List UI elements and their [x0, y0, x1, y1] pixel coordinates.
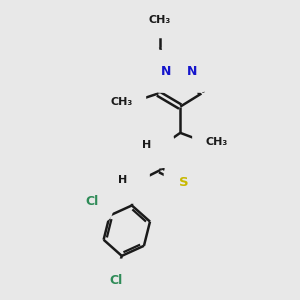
Text: N: N	[149, 140, 159, 154]
Text: CH₃: CH₃	[206, 137, 228, 147]
Text: N: N	[124, 176, 135, 189]
Text: Cl: Cl	[85, 195, 98, 208]
Text: S: S	[179, 176, 189, 189]
Text: H: H	[118, 175, 128, 185]
Text: N: N	[187, 65, 197, 78]
Text: Cl: Cl	[109, 274, 122, 286]
Text: H: H	[142, 140, 152, 150]
Text: N: N	[161, 65, 171, 78]
Text: CH₃: CH₃	[111, 97, 133, 106]
Text: CH₃: CH₃	[149, 15, 171, 25]
